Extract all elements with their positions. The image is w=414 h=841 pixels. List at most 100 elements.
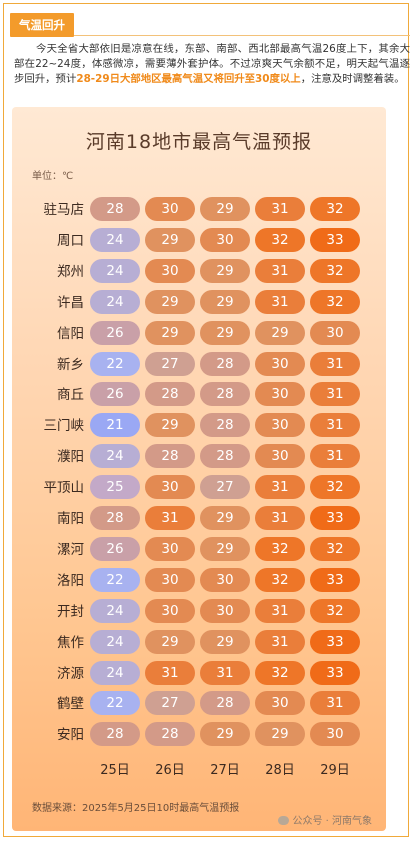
temp-cell: 29	[200, 320, 250, 345]
table-row: 平顶山 25 30 27 31 32	[12, 475, 386, 501]
day-label: 28日	[265, 763, 295, 778]
temp-cell: 29	[145, 629, 195, 654]
temp-cell: 31	[255, 258, 305, 283]
table-row: 南阳 28 31 29 31 33	[12, 506, 386, 532]
temp-cell: 28	[145, 722, 195, 747]
temp-cell: 30	[200, 227, 250, 252]
poster-title: 河南18地市最高气温预报	[85, 131, 313, 153]
temp-cell: 32	[255, 660, 305, 685]
city-label: 南阳	[57, 511, 84, 527]
table-row: 新乡 22 27 28 30 31	[12, 351, 386, 378]
temp-cell: 30	[310, 722, 360, 747]
temp-cell: 32	[310, 475, 360, 500]
temp-cell: 29	[145, 413, 195, 438]
temp-cell: 29	[200, 506, 250, 530]
intro-text: 今天全省大部依旧是凉意在线，东部、南部、西北部最高气温26度上下，其余大部在22…	[14, 43, 410, 86]
temp-cell: 28	[145, 444, 195, 469]
temp-cell: 25	[90, 475, 140, 500]
table-row: 安阳 28 28 29 29 30	[12, 722, 386, 748]
temp-cell: 30	[255, 691, 305, 716]
temp-cell: 28	[145, 382, 195, 407]
temp-cell: 22	[90, 567, 140, 592]
temp-cell: 33	[310, 567, 360, 592]
temp-cell: 33	[310, 227, 360, 252]
forecast-poster: 河南18地市最高气温预报 单位：℃ 驻马店 28 30 29 31 32 周口 24 29 30 3…	[12, 107, 386, 831]
day-label: 26日	[155, 763, 185, 778]
wechat-icon	[278, 816, 290, 825]
temp-cell: 32	[255, 536, 305, 561]
city-label: 安阳	[57, 727, 84, 744]
temp-cell: 24	[90, 289, 140, 314]
temp-cell: 31	[255, 475, 305, 500]
temp-cell: 30	[145, 258, 195, 283]
temp-cell: 30	[255, 382, 305, 407]
watermark: 公众号 · 河南气象	[278, 812, 372, 827]
temp-cell: 29	[145, 289, 195, 314]
temp-cell: 26	[90, 382, 140, 407]
temp-cell: 31	[310, 444, 360, 469]
table-row: 濮阳 24 28 28 30 31	[12, 444, 386, 470]
temp-cell: 31	[200, 660, 250, 685]
temp-cell: 32	[255, 227, 305, 252]
temp-cell: 30	[200, 598, 250, 623]
temp-cell: 29	[200, 258, 250, 283]
city-label: 平顶山	[43, 480, 85, 497]
city-label: 济源	[57, 665, 84, 682]
table-row: 开封 24 30 30 31 32	[12, 598, 386, 625]
temp-cell: 31	[255, 197, 305, 221]
temp-cell: 32	[310, 258, 360, 283]
intro-highlight: 28-29日大部地区最高气温又将回升至30度以上	[76, 73, 301, 86]
temp-cell: 24	[90, 258, 140, 283]
temp-cell: 31	[145, 506, 195, 530]
day-label: 25日	[100, 763, 130, 778]
table-row: 驻马店 28 30 29 31 32	[12, 197, 386, 223]
temp-cell: 30	[145, 567, 195, 592]
intro-paragraph: 今天全省大部依旧是凉意在线，东部、南部、西北部最高气温26度上下，其余大部在22…	[14, 42, 410, 88]
city-label: 信阳	[57, 325, 84, 342]
temp-cell: 31	[255, 506, 305, 530]
day-header-row: 25日 26日 27日 28日 29日	[12, 759, 386, 779]
temp-cell: 24	[90, 629, 140, 654]
temp-cell: 29	[255, 320, 305, 345]
table-row: 鹤壁 22 27 28 30 31	[12, 691, 386, 717]
city-label: 开封	[57, 603, 84, 620]
city-label: 驻马店	[43, 202, 85, 218]
city-label: 周口	[57, 232, 84, 249]
section-tag-underline	[74, 35, 410, 36]
temp-cell: 29	[200, 536, 250, 561]
temp-cell: 29	[255, 722, 305, 747]
intro-tail: ，注意及时调整着装。	[300, 73, 405, 86]
temp-cell: 24	[90, 598, 140, 623]
temp-cell: 32	[310, 289, 360, 314]
temp-cell: 28	[200, 351, 250, 376]
temp-cell: 28	[200, 382, 250, 407]
city-label: 三门峡	[43, 418, 85, 435]
temp-cell: 29	[200, 197, 250, 221]
city-label: 濮阳	[57, 449, 84, 466]
temp-cell: 31	[310, 413, 360, 438]
temp-cell: 30	[145, 197, 195, 221]
temp-cell: 33	[310, 506, 360, 530]
city-label: 新乡	[57, 356, 84, 373]
temp-cell: 26	[90, 320, 140, 345]
temp-cell: 32	[310, 197, 360, 221]
temp-cell: 28	[90, 722, 140, 747]
temp-cell: 29	[145, 320, 195, 345]
temp-cell: 28	[90, 197, 140, 221]
table-row: 商丘 26 28 28 30 31	[12, 382, 386, 408]
temp-cell: 31	[255, 629, 305, 654]
temp-cell: 31	[310, 351, 360, 376]
temp-cell: 28	[200, 413, 250, 438]
temp-cell: 29	[145, 227, 195, 252]
temp-cell: 29	[200, 629, 250, 654]
table-row: 许昌 24 29 29 31 32	[12, 289, 386, 316]
temp-cell: 24	[90, 444, 140, 469]
temp-cell: 30	[310, 320, 360, 345]
city-label: 洛阳	[57, 572, 84, 589]
temp-cell: 28	[200, 691, 250, 716]
temp-cell: 31	[310, 382, 360, 407]
table-row: 漯河 26 30 29 32 32	[12, 536, 386, 563]
table-row: 焦作 24 29 29 31 33	[12, 629, 386, 656]
temp-cell: 22	[90, 691, 140, 716]
day-label: 27日	[210, 763, 240, 778]
